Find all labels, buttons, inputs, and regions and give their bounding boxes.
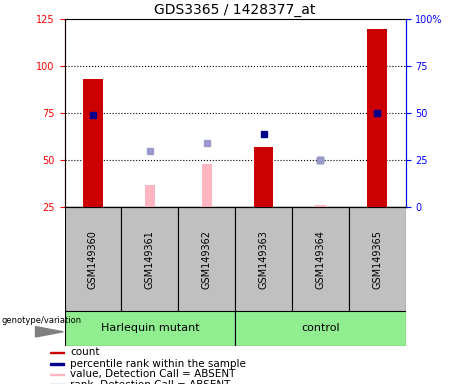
Bar: [50, 352, 65, 353]
Text: GSM149365: GSM149365: [372, 230, 382, 289]
FancyBboxPatch shape: [292, 207, 349, 311]
Text: percentile rank within the sample: percentile rank within the sample: [71, 359, 246, 369]
Text: GSM149362: GSM149362: [201, 230, 212, 289]
Text: GSM149360: GSM149360: [88, 230, 98, 289]
Text: rank, Detection Call = ABSENT: rank, Detection Call = ABSENT: [71, 380, 231, 384]
FancyBboxPatch shape: [349, 207, 406, 311]
FancyBboxPatch shape: [178, 207, 235, 311]
FancyBboxPatch shape: [235, 207, 292, 311]
Bar: [201, 164, 212, 207]
FancyBboxPatch shape: [121, 207, 178, 311]
Bar: [83, 79, 103, 207]
Bar: [50, 363, 65, 365]
Text: GSM149361: GSM149361: [145, 230, 155, 289]
Text: control: control: [301, 323, 340, 333]
FancyBboxPatch shape: [65, 207, 121, 311]
FancyBboxPatch shape: [235, 311, 406, 346]
Bar: [145, 185, 155, 207]
Text: GSM149364: GSM149364: [315, 230, 325, 289]
Text: GSM149363: GSM149363: [259, 230, 269, 289]
Text: genotype/variation: genotype/variation: [1, 316, 82, 325]
Bar: [254, 147, 273, 207]
Polygon shape: [35, 326, 63, 337]
FancyBboxPatch shape: [65, 311, 235, 346]
Text: count: count: [71, 347, 100, 357]
Text: value, Detection Call = ABSENT: value, Detection Call = ABSENT: [71, 369, 236, 379]
Bar: [315, 205, 325, 207]
Bar: [50, 374, 65, 375]
Text: Harlequin mutant: Harlequin mutant: [100, 323, 199, 333]
Bar: [367, 29, 387, 207]
Title: GDS3365 / 1428377_at: GDS3365 / 1428377_at: [154, 3, 316, 17]
